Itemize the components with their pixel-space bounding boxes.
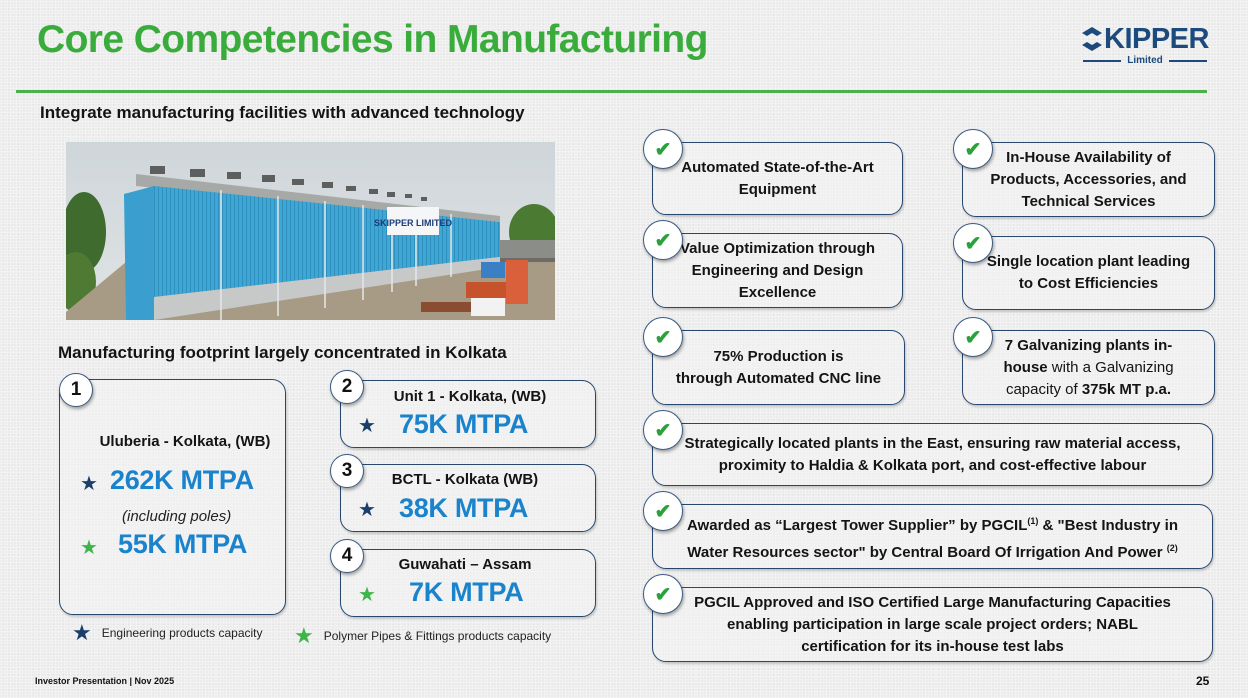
skipper-s-logo-icon (1082, 27, 1102, 51)
competency-text: Water Resources sector" by Central Board… (687, 543, 1163, 561)
plant-number-badge-1: 1 (59, 373, 93, 407)
competency-text: & "Best Industry in (1038, 516, 1178, 534)
checkmark-icon: ✔ (953, 223, 993, 263)
competency-card: Value Optimization through Engineering an… (652, 233, 903, 308)
competency-card: Strategically located plants in the East… (652, 423, 1213, 486)
competency-text-bold: 7 Galvanizing plants in- (1004, 336, 1173, 354)
logo-rule-left (1083, 59, 1122, 62)
checkmark-icon: ✔ (643, 410, 683, 450)
plant-number-badge-3: 3 (330, 454, 364, 488)
competency-text: Awarded as “Largest Tower Supplier” by P… (687, 516, 1028, 534)
competency-card: Single location plant leading to Cost Eff… (962, 236, 1215, 310)
plant-location: BCTL - Kolkata (WB) (391, 471, 539, 488)
competency-text-bold: 375k MT p.a. (1081, 380, 1172, 398)
plant-card-4 (340, 549, 596, 617)
plant-capacity: 55K MTPA (118, 529, 248, 559)
competency-text: Excellence (738, 283, 817, 301)
factory-sign-text: SKIPPER LIMITED (374, 218, 453, 228)
legend-label: Polymer Pipes & Fittings products capaci… (323, 629, 552, 643)
engineering-star-icon: ★ (72, 620, 92, 645)
competency-text: Products, Accessories, and (990, 170, 1187, 188)
page-title: Core Competencies in Manufacturing (37, 18, 708, 61)
competency-text: Automated State-of-the-Art (681, 158, 874, 176)
company-logo: KIPPER Limited (1075, 24, 1215, 70)
polymer-star-icon: ★ (358, 584, 376, 606)
plant-location: Unit 1 - Kolkata, (WB) (393, 388, 547, 405)
capacity-note: (including poles) (122, 508, 232, 525)
competency-text: Single location plant leading (986, 253, 1191, 270)
title-divider (16, 90, 1207, 93)
plant-card-1 (59, 379, 286, 615)
competency-text: to Cost Efficiencies (1018, 275, 1159, 292)
plant-card-2 (340, 380, 596, 448)
competency-card: In-House Availability of Products, Access… (962, 142, 1215, 217)
legend-polymer: ★ Polymer Pipes & Fittings products capa… (294, 623, 552, 648)
competency-card: Automated State-of-the-Art Equipment (652, 142, 903, 215)
footnote-ref: (2) (1166, 542, 1178, 553)
legend-label: Engineering products capacity (101, 626, 263, 640)
polymer-star-icon: ★ (294, 623, 314, 648)
footer-text: Investor Presentation | Nov 2025 (35, 676, 175, 686)
plant-capacity: 38K MTPA (399, 493, 529, 523)
competency-text: Technical Services (1021, 192, 1156, 210)
footnote-ref: (1) (1027, 515, 1039, 526)
footprint-title: Manufacturing footprint largely concentr… (58, 343, 507, 362)
competency-card: 7 Galvanizing plants in- house with a Ga… (962, 330, 1215, 405)
competency-card: PGCIL Approved and ISO Certified Large M… (652, 587, 1213, 662)
checkmark-icon: ✔ (953, 129, 993, 169)
plant-number-badge-4: 4 (330, 539, 364, 573)
competency-text: In-House Availability of (1006, 148, 1171, 166)
competency-text: PGCIL Approved and ISO Certified Large M… (694, 593, 1171, 611)
competency-text: proximity to Haldia & Kolkata port, and … (718, 456, 1147, 474)
competency-card: 75% Production is through Automated CNC l… (652, 330, 905, 405)
plant-capacity: 75K MTPA (399, 409, 529, 439)
competency-text: certification for its in-house test labs (801, 637, 1064, 655)
checkmark-icon: ✔ (643, 220, 683, 260)
competency-card: Awarded as “Largest Tower Supplier” by P… (652, 504, 1213, 569)
polymer-star-icon: ★ (80, 537, 98, 559)
plant-capacity: 7K MTPA (409, 577, 524, 607)
legend-engineering: ★ Engineering products capacity (72, 620, 263, 645)
competency-text-bold: house (1003, 358, 1048, 376)
checkmark-icon: ✔ (643, 491, 683, 531)
section-subtitle: Integrate manufacturing facilities with … (40, 103, 525, 122)
competency-text: Equipment (738, 180, 817, 198)
competency-text: capacity of (1005, 380, 1082, 398)
engineering-star-icon: ★ (358, 415, 376, 437)
competency-text: enabling participation in large scale pr… (727, 615, 1138, 633)
competency-text: with a Galvanizing (1047, 358, 1174, 376)
factory-illustration: SKIPPER LIMITED (66, 142, 555, 320)
plant-card-3 (340, 464, 596, 532)
factory-photo: SKIPPER LIMITED (66, 142, 555, 320)
competency-text: Strategically located plants in the East… (684, 434, 1181, 452)
checkmark-icon: ✔ (643, 129, 683, 169)
engineering-star-icon: ★ (358, 499, 376, 521)
plant-capacity: 262K MTPA (110, 465, 254, 495)
checkmark-icon: ✔ (643, 574, 683, 614)
competency-text: 75% Production is (713, 347, 844, 365)
page-number: 25 (1196, 674, 1210, 688)
checkmark-icon: ✔ (643, 317, 683, 357)
plant-number-badge-2: 2 (330, 370, 364, 404)
competency-text: through Automated CNC line (675, 369, 882, 387)
logo-subtext: Limited (1127, 55, 1163, 66)
logo-wordmark: KIPPER (1104, 23, 1209, 55)
engineering-star-icon: ★ (80, 473, 98, 495)
competency-text: Engineering and Design (691, 261, 864, 279)
competency-text: Value Optimization through (680, 239, 875, 257)
plant-location: Guwahati – Assam (398, 556, 532, 573)
plant-location: Uluberia - Kolkata, (WB) (99, 433, 271, 450)
checkmark-icon: ✔ (953, 317, 993, 357)
logo-rule-right (1168, 59, 1207, 62)
